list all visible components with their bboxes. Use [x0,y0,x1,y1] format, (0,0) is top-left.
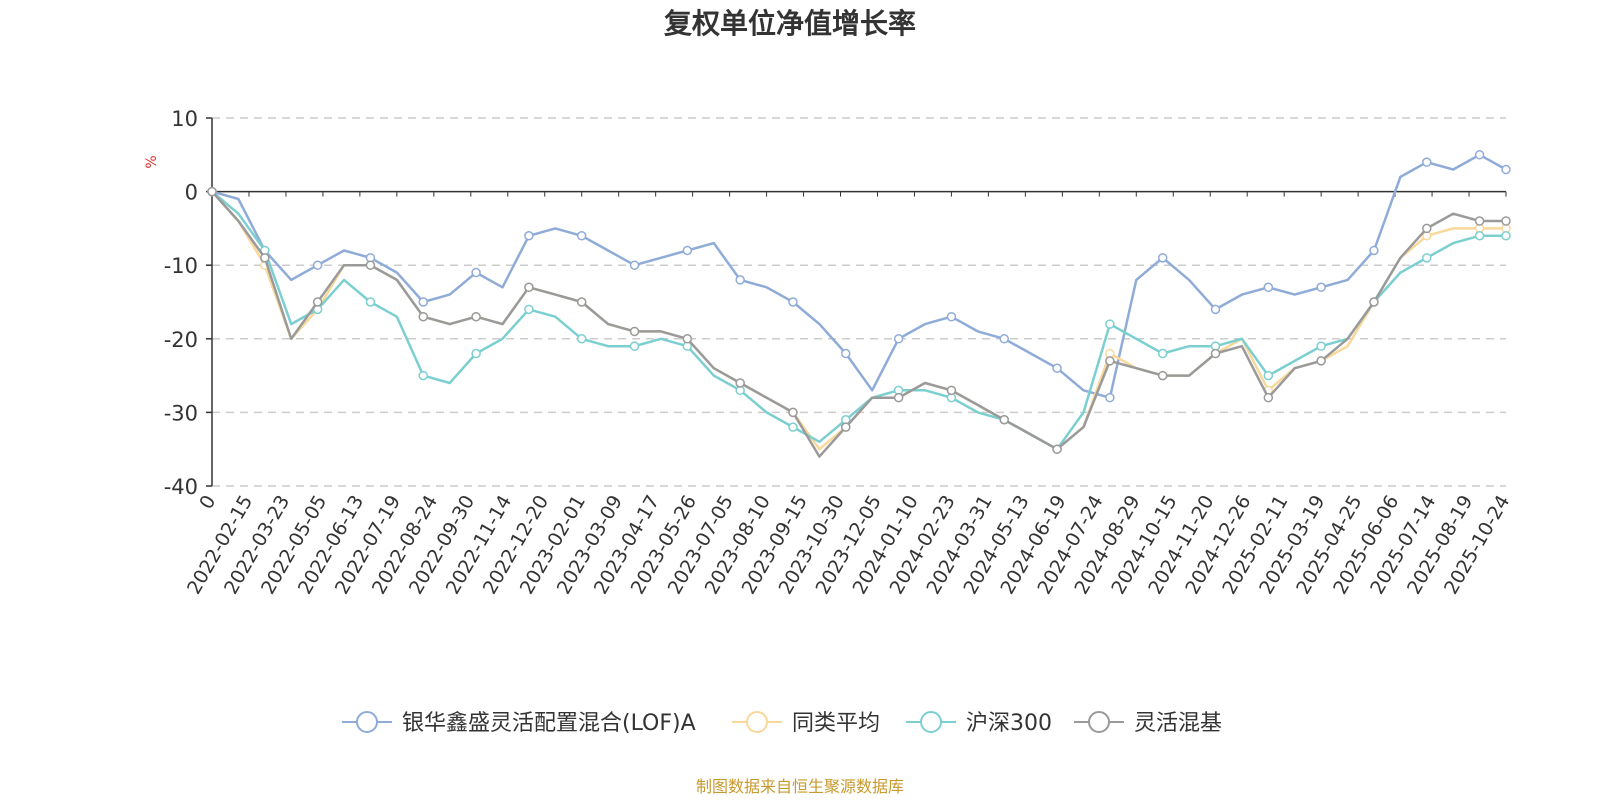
series-point-3 [471,311,481,322]
series-layer [207,150,1511,458]
series-point-2 [576,334,587,344]
series-point-3 [1474,216,1485,226]
series-point-3 [1422,223,1432,234]
series-point-0 [893,334,904,344]
series-point-2 [418,370,429,381]
x-tick-label: 0 [195,492,220,513]
series-point-2 [365,297,376,307]
series-point-0 [735,275,745,285]
data-source-footer: 制图数据来自恒生聚源数据库 [696,777,904,796]
series-point-3 [1210,348,1221,359]
y-axis-unit-label: % [144,155,160,168]
legend-marker-icon [746,711,768,733]
series-point-0 [1052,363,1062,373]
series-point-3 [999,415,1009,425]
series-point-0 [629,260,640,270]
legend-label: 沪深300 [966,711,1052,736]
series-point-2 [1422,253,1432,263]
series-point-2 [1263,370,1274,381]
series-point-3 [1105,356,1115,366]
legend-item-0[interactable]: 银华鑫盛灵活配置混合(LOF)A [342,711,696,736]
series-point-3 [1369,297,1379,307]
series-point-0 [1422,157,1432,167]
series-point-3 [260,253,270,263]
legend: 银华鑫盛灵活配置混合(LOF)A 同类平均 沪深300 灵活混基 [342,711,1222,736]
series-point-3 [1501,216,1511,226]
series-point-2 [471,348,481,359]
series-point-2 [788,422,798,432]
series-point-3 [1052,444,1062,454]
series-point-2 [629,341,640,351]
series-point-2 [1316,341,1326,351]
legend-label: 灵活混基 [1134,711,1222,736]
y-tick-label: -30 [164,401,198,425]
series-point-2 [1501,231,1511,241]
y-tick-label: -10 [164,254,198,278]
series-point-0 [1263,282,1274,293]
series-point-0 [1501,164,1511,175]
chart-title: 复权单位净值增长率 [664,7,916,40]
series-point-0 [418,297,429,307]
series-point-0 [682,245,693,256]
series-line-3 [211,190,1506,458]
series-point-3 [418,311,429,322]
legend-label: 银华鑫盛灵活配置混合(LOF)A [402,711,696,736]
series-point-0 [1105,392,1115,403]
series-point-0 [312,260,323,270]
series-point-0 [471,267,481,278]
series-point-3 [576,297,587,307]
legend-label: 同类平均 [792,711,880,736]
series-point-0 [999,334,1009,344]
series-point-3 [1263,392,1274,403]
y-tick-label: -20 [164,328,198,352]
legend-marker-icon [356,711,378,733]
series-point-0 [576,231,587,241]
series-point-2 [524,304,534,315]
legend-marker-icon [1088,711,1110,733]
series-point-3 [893,392,904,403]
series-point-0 [788,297,798,307]
grid-layer [212,117,1506,487]
series-point-3 [1316,356,1326,366]
series-point-2 [1474,231,1485,241]
series-point-0 [946,311,957,322]
series-point-2 [1105,319,1115,329]
series-point-0 [841,348,851,359]
series-point-3 [682,334,693,344]
series-point-3 [365,260,376,270]
series-point-3 [1157,370,1168,381]
series-point-3 [788,407,798,418]
series-point-0 [1157,253,1168,263]
legend-item-3[interactable]: 灵活混基 [1074,711,1222,736]
series-point-0 [524,231,534,241]
series-point-3 [735,378,745,388]
legend-marker-icon [920,711,942,733]
series-point-0 [1316,282,1326,293]
series-point-3 [841,422,851,432]
legend-item-2[interactable]: 沪深300 [906,711,1052,736]
series-point-2 [1157,348,1168,359]
series-point-3 [524,282,534,293]
series-point-3 [946,385,957,396]
y-tick-label: 0 [185,181,198,205]
y-tick-label: -40 [164,475,198,499]
y-tick-label: 10 [171,107,198,131]
series-point-3 [312,297,323,307]
series-point-3 [207,186,217,197]
series-point-0 [1369,245,1379,256]
series-point-3 [629,326,640,337]
legend-item-1[interactable]: 同类平均 [732,711,880,736]
series-point-0 [1210,304,1221,315]
series-point-0 [1474,150,1485,160]
